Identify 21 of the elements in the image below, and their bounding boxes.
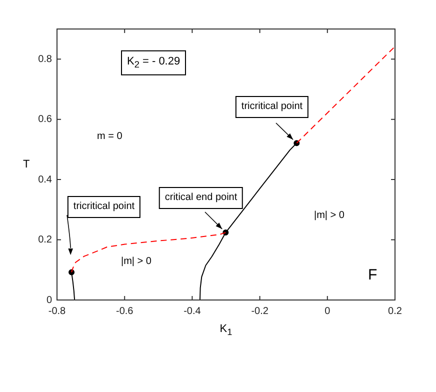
annotation: K$_{2}$ = - 0.29: [121, 50, 186, 76]
x-axis-title: K$_{1}$: [220, 323, 232, 338]
y-tick-label: 0.8: [38, 54, 52, 65]
x-tick-label: -0.8: [48, 306, 66, 317]
annotation: tricritical point: [67, 196, 141, 218]
annotation: tricritical point: [235, 96, 309, 118]
x-tick-label: -0.2: [251, 306, 269, 317]
y-axis-title: T: [23, 158, 30, 170]
x-tick-label: -0.4: [184, 306, 202, 317]
y-tick-label: 0: [46, 294, 52, 306]
annotation: critical end point: [158, 187, 244, 209]
y-tick-label: 0.2: [38, 234, 52, 246]
annotation: m = 0: [97, 131, 122, 142]
x-tick-label: 0.2: [388, 306, 402, 317]
annotation: F: [368, 266, 378, 284]
y-tick-label: 0.4: [38, 174, 52, 186]
y-tick-label: 0.6: [38, 114, 52, 126]
x-tick-label: -0.6: [116, 306, 134, 317]
annotation: |m| > 0: [314, 210, 344, 221]
annotation: |m| > 0: [121, 256, 152, 267]
x-tick-label: 0: [324, 306, 331, 317]
